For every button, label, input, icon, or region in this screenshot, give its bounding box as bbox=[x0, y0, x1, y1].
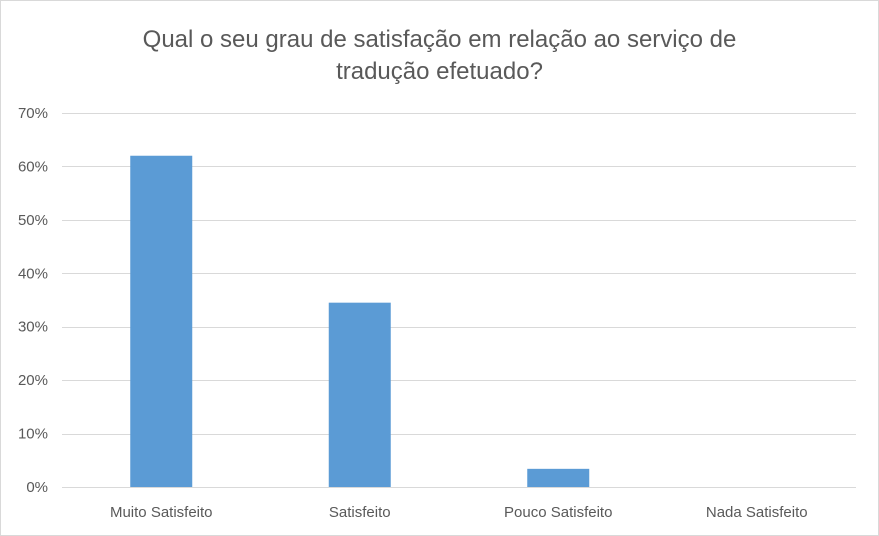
chart-title: Qual o seu grau de satisfação em relação… bbox=[0, 24, 879, 88]
bar bbox=[130, 155, 193, 487]
y-tick-label: 60% bbox=[18, 158, 48, 175]
y-tick-label: 0% bbox=[26, 479, 48, 496]
bar bbox=[328, 302, 391, 487]
y-tick-label: 40% bbox=[18, 265, 48, 282]
y-tick-label: 20% bbox=[18, 372, 48, 389]
y-tick-label: 70% bbox=[18, 105, 48, 122]
x-tick-label: Satisfeito bbox=[329, 504, 391, 521]
x-tick-label: Nada Satisfeito bbox=[706, 504, 808, 521]
y-tick-label: 10% bbox=[18, 426, 48, 443]
chart-title-line-1: Qual o seu grau de satisfação em relação… bbox=[142, 26, 737, 53]
y-tick-label: 50% bbox=[18, 212, 48, 229]
bar bbox=[527, 468, 590, 487]
y-tick-label: 30% bbox=[18, 319, 48, 336]
x-tick-label: Pouco Satisfeito bbox=[504, 504, 612, 521]
x-tick-label: Muito Satisfeito bbox=[110, 504, 213, 521]
chart-title-line-2: tradução efetuado? bbox=[336, 58, 543, 85]
